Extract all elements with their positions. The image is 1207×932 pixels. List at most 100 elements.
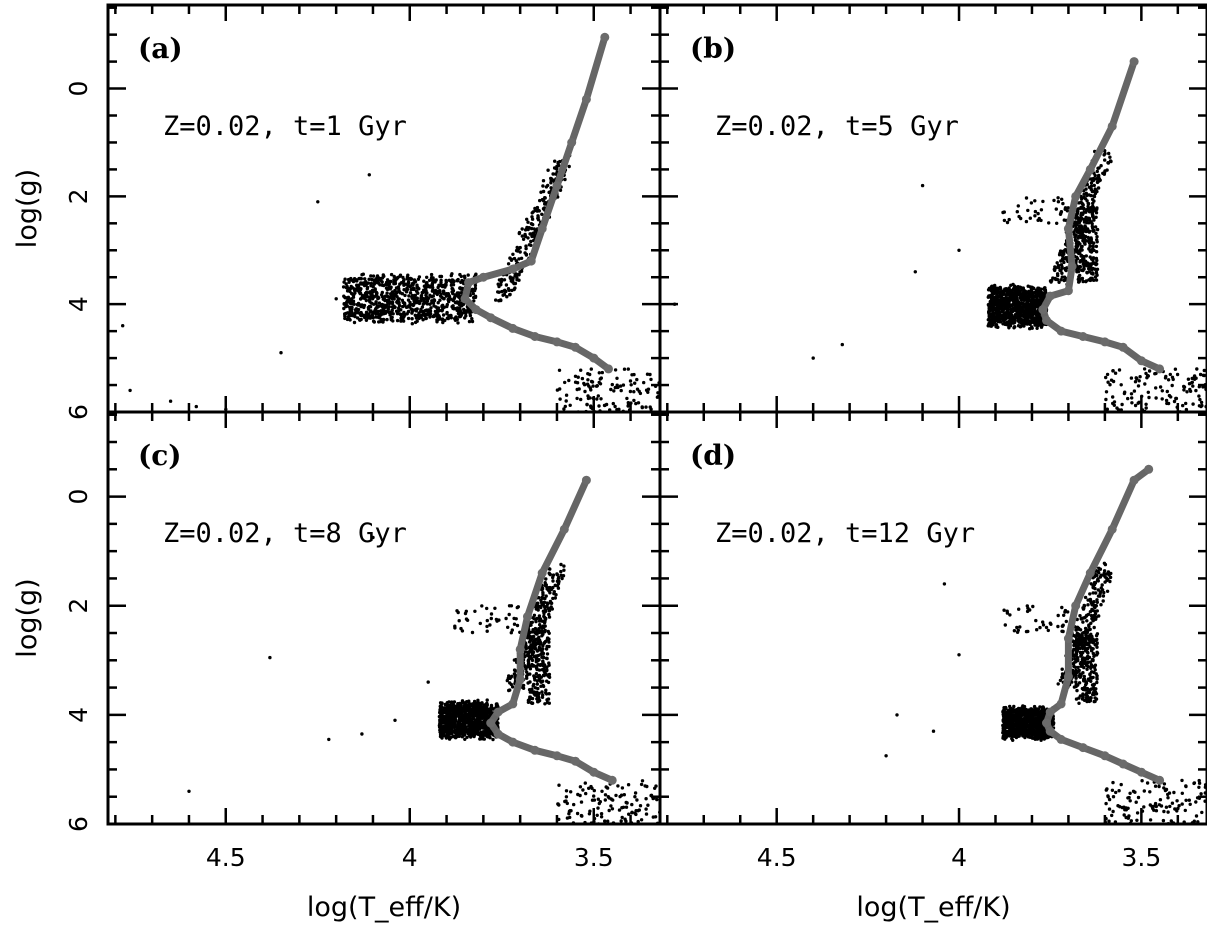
field-star-point (957, 248, 961, 252)
turnoff-star-point (467, 699, 471, 703)
turnoff-star-point (491, 737, 495, 742)
turnoff-star-point (374, 300, 378, 304)
dwarf-star-point (1104, 801, 1108, 806)
horizontal-branch-star-point (460, 629, 465, 633)
red-clump-star-point (1074, 233, 1078, 237)
turnoff-star-point (384, 309, 388, 314)
horizontal-branch-star-point (1002, 210, 1006, 214)
dwarf-star-point (589, 379, 594, 384)
giant-star-point (512, 668, 517, 672)
dwarf-star-point (1134, 800, 1138, 804)
isochrone-point (1071, 191, 1081, 201)
turnoff-star-point (990, 315, 994, 320)
turnoff-star-point (1035, 326, 1039, 330)
turnoff-star-point (471, 729, 476, 733)
dwarf-star-point (630, 373, 634, 377)
turnoff-star-point (476, 698, 480, 702)
horizontal-branch-star-point (1033, 214, 1037, 218)
giant-star-point (559, 562, 563, 567)
turnoff-star-point (423, 301, 427, 305)
dwarf-star-point (564, 795, 569, 799)
turnoff-star-point (393, 278, 398, 283)
isochrone-point (1056, 326, 1066, 336)
red-clump-star-point (1090, 226, 1095, 230)
turnoff-star-point (400, 292, 405, 296)
turnoff-star-point (482, 704, 486, 708)
turnoff-star-point (464, 705, 468, 710)
red-clump-star-point (1087, 270, 1092, 274)
dwarf-star-point (1154, 804, 1159, 809)
turnoff-star-point (396, 297, 401, 301)
giant-star-point (535, 205, 540, 210)
giant-star-point (532, 613, 537, 617)
turnoff-star-point (378, 283, 382, 287)
turnoff-star-point (348, 305, 352, 310)
red-clump-star-point (1094, 244, 1099, 249)
giant-star-point (502, 278, 507, 282)
turnoff-star-point (369, 274, 373, 278)
x-tick-label: 4.5 (206, 843, 246, 872)
red-clump-star-point (545, 652, 550, 656)
dwarf-star-point (1152, 808, 1156, 812)
turnoff-star-point (430, 289, 435, 293)
turnoff-star-point (417, 301, 422, 306)
dwarf-star-point (1114, 790, 1118, 795)
dwarf-star-point (644, 812, 649, 816)
dwarf-star-point (578, 785, 583, 789)
turnoff-star-point (454, 732, 458, 736)
dwarf-star-point (640, 405, 644, 410)
red-clump-star-point (543, 630, 547, 634)
turnoff-star-point (415, 289, 419, 293)
dwarf-star-point (586, 378, 590, 382)
giant-star-point (538, 198, 542, 203)
turnoff-star-point (405, 305, 409, 309)
giant-star-point (508, 256, 512, 260)
turnoff-star-point (445, 304, 449, 309)
giant-star-point (515, 278, 519, 282)
turnoff-star-point (362, 303, 367, 308)
turnoff-star-point (447, 700, 451, 704)
dwarf-star-point (558, 397, 562, 401)
red-clump-star-point (1092, 218, 1096, 222)
turnoff-star-point (469, 713, 473, 717)
red-clump-star-point (537, 696, 541, 700)
dwarf-star-point (607, 808, 611, 813)
turnoff-star-point (374, 290, 379, 295)
giant-star-point (1092, 194, 1096, 198)
red-clump-star-point (544, 647, 549, 651)
turnoff-star-point (1013, 284, 1017, 288)
dwarf-star-point (1160, 397, 1164, 401)
turnoff-star-point (990, 284, 994, 289)
dwarf-star-point (597, 801, 601, 806)
turnoff-star-point (446, 708, 450, 713)
giant-star-point (539, 600, 544, 605)
red-clump-star-point (540, 690, 544, 694)
dwarf-star-point (615, 383, 619, 387)
giant-star-point (1093, 187, 1097, 191)
dwarf-star-point (567, 812, 571, 816)
turnoff-star-point (467, 319, 472, 324)
horizontal-branch-star-point (507, 612, 511, 617)
horizontal-branch-star-point (489, 612, 494, 616)
giant-star-point (543, 196, 547, 200)
dwarf-star-point (1107, 797, 1112, 802)
turnoff-star-point (344, 296, 348, 300)
red-clump-star-point (1087, 267, 1091, 271)
field-star-point (334, 297, 338, 301)
turnoff-star-point (424, 316, 428, 321)
giant-star-point (1089, 187, 1094, 192)
giant-star-point (547, 612, 551, 617)
red-clump-star-point (528, 696, 533, 701)
turnoff-star-point (470, 317, 474, 321)
turnoff-star-point (476, 732, 480, 736)
turnoff-star-point (401, 304, 405, 309)
turnoff-star-point (410, 296, 414, 300)
giant-star-point (543, 596, 547, 601)
turnoff-star-point (414, 299, 418, 303)
red-clump-star-point (536, 675, 540, 679)
dwarf-star-point (1162, 809, 1166, 814)
turnoff-star-point (439, 274, 444, 279)
turnoff-star-point (470, 720, 474, 724)
red-clump-star-point (1077, 220, 1082, 225)
